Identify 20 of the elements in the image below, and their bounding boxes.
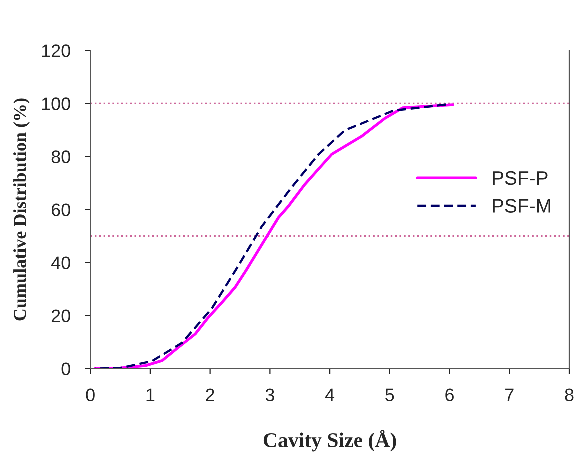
x-tick-label: 2 <box>206 388 214 402</box>
y-tick-label: 0 <box>62 362 70 376</box>
y-axis-title: Cumulative Distribution (%) <box>14 98 30 321</box>
y-tick-label: 60 <box>52 204 70 216</box>
x-tick-label: 6 <box>446 388 454 402</box>
y-tick-label: 80 <box>52 150 70 164</box>
x-tick-label: 5 <box>386 388 394 402</box>
y-tick-label: 40 <box>51 256 70 270</box>
legend-label: PSF-P <box>493 171 548 186</box>
x-tick-label: 3 <box>266 388 274 402</box>
x-tick-label: 4 <box>325 388 335 402</box>
x-tick-label: 8 <box>565 388 574 402</box>
legend-label: PSF-M <box>493 199 550 213</box>
x-tick-label: 0 <box>86 388 95 402</box>
y-tick-label: 120 <box>42 44 70 58</box>
x-tick-label: 7 <box>506 388 514 402</box>
y-tick-label: 20 <box>52 310 70 323</box>
y-tick-label: 100 <box>42 98 70 110</box>
x-tick-label: 1 <box>146 388 155 402</box>
x-axis-title: Cavity Size (Å) <box>264 430 396 452</box>
